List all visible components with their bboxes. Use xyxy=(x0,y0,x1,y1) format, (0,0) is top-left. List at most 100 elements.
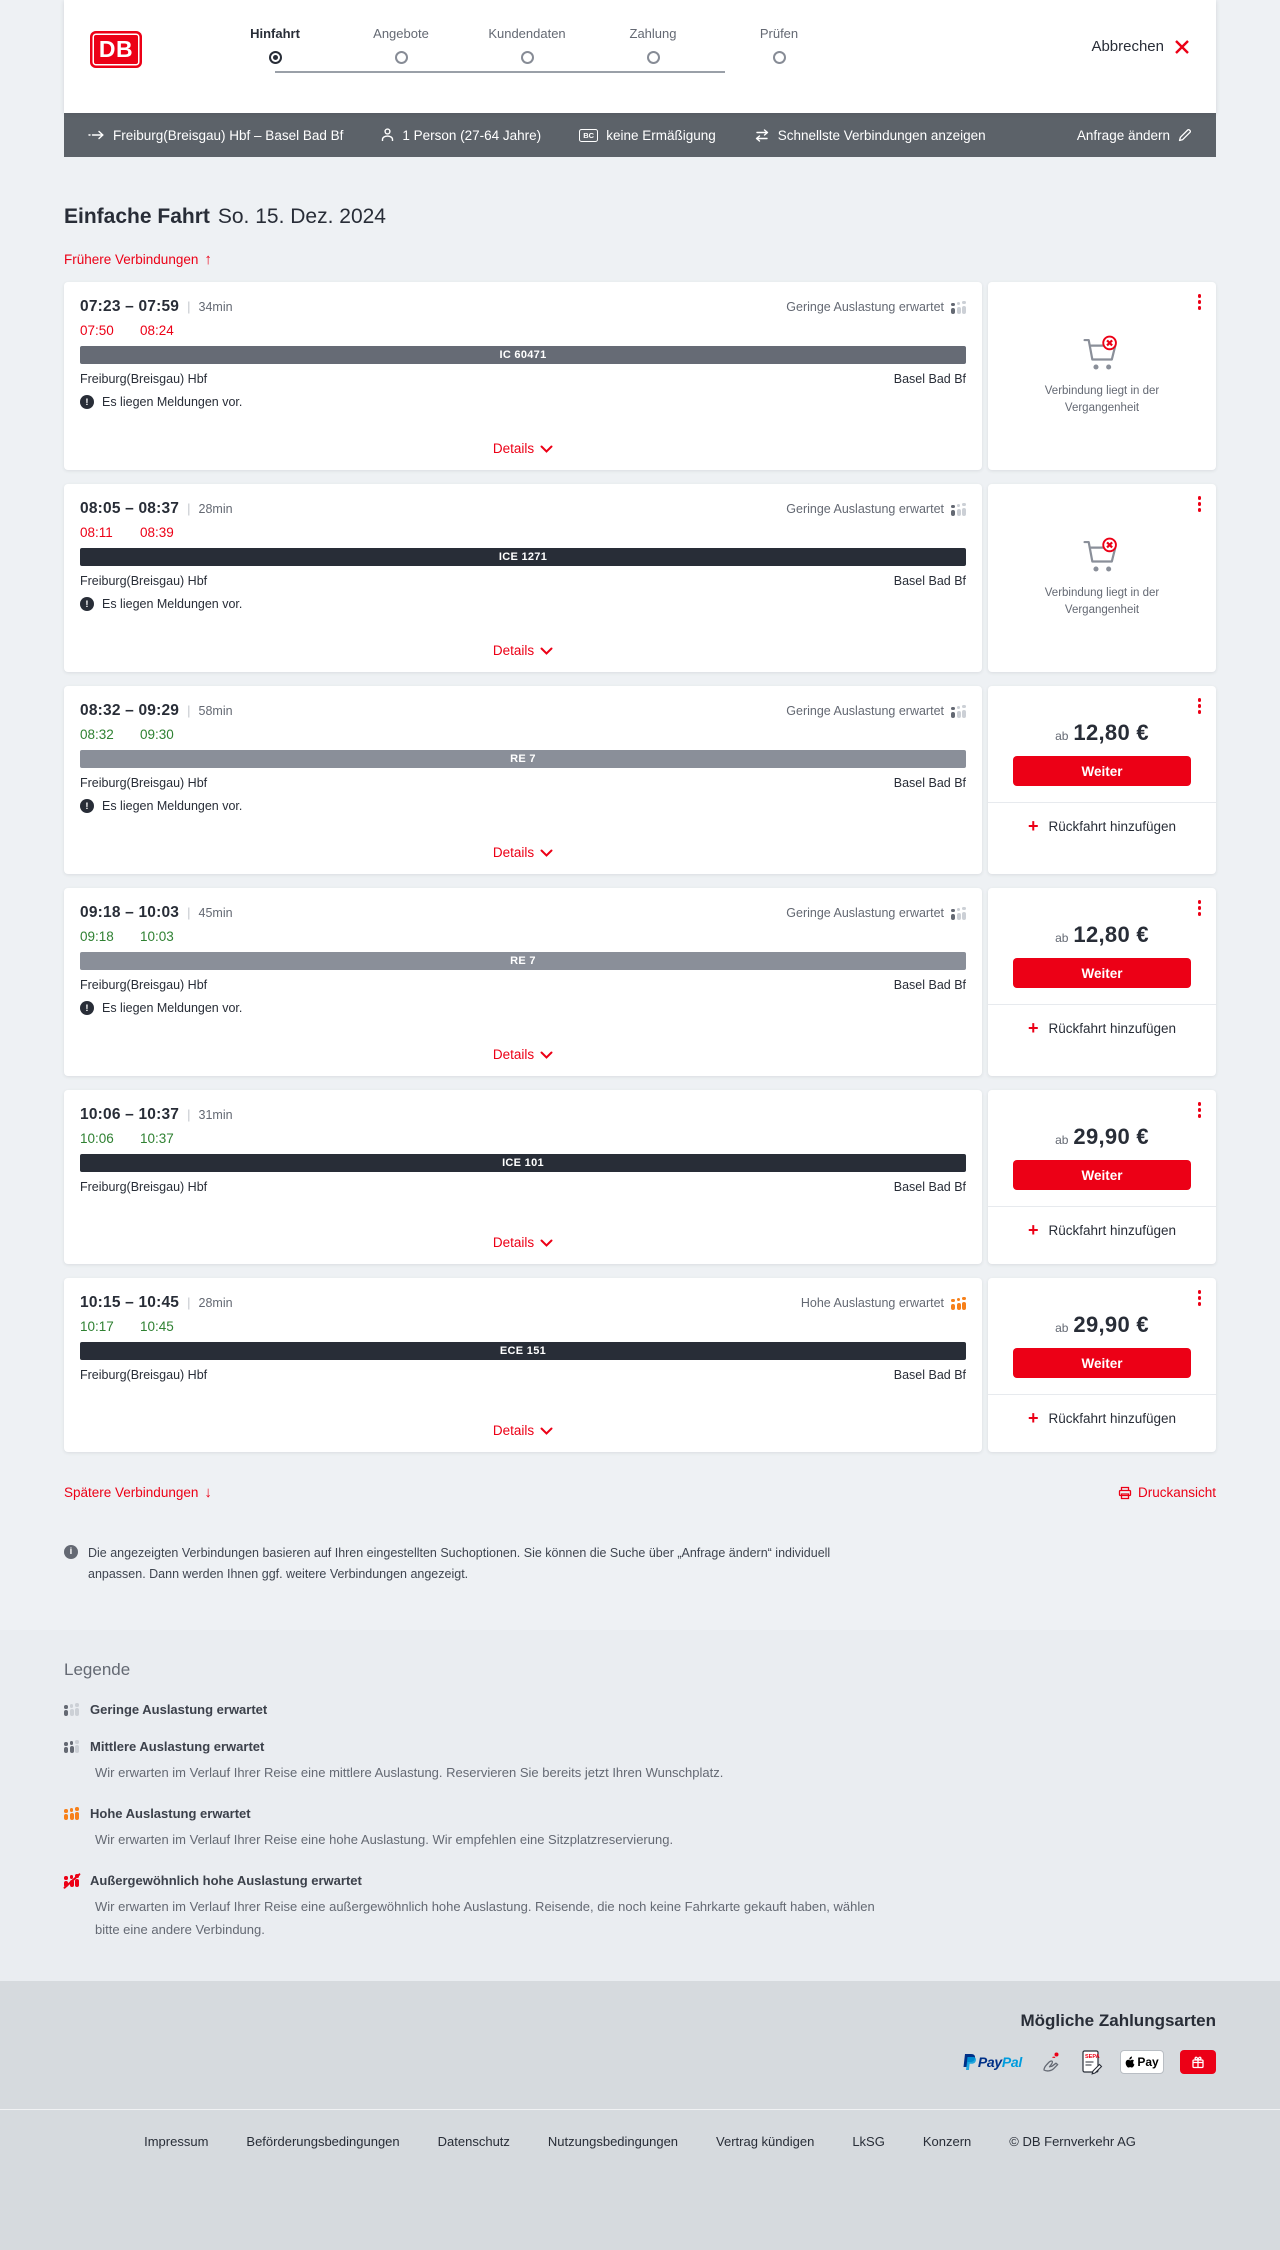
copyright: © DB Fernverkehr AG xyxy=(1009,2133,1136,2149)
info-icon: i xyxy=(64,1545,78,1559)
results-section: Einfache Fahrt So. 15. Dez. 2024 Frühere … xyxy=(0,157,1280,1584)
actual-times: 09:18 10:03 xyxy=(80,929,966,944)
footer-link[interactable]: LkSG xyxy=(852,2133,885,2149)
price-panel: ab 29,90 € Weiter + Rückfahrt hinzufügen xyxy=(988,1090,1216,1264)
connection-card[interactable]: 08:32 – 09:29 | 58min Geringe Auslastung… xyxy=(64,686,982,874)
plus-icon: + xyxy=(1027,1408,1039,1428)
arrow-down-icon: ↓ xyxy=(204,1484,212,1501)
kebab-menu-icon[interactable] xyxy=(1196,292,1204,312)
step-hinfahrt[interactable]: Hinfahrt xyxy=(212,26,338,69)
connection-card[interactable]: 08:05 – 08:37 | 28min Geringe Auslastung… xyxy=(64,484,982,672)
train-segment-bar[interactable]: ECE 151 xyxy=(80,1342,966,1360)
cart-unavailable-icon xyxy=(1083,537,1117,572)
connection-row: 09:18 – 10:03 | 45min Geringe Auslastung… xyxy=(64,888,1216,1076)
price-value: 29,90 € xyxy=(1073,1124,1149,1149)
connection-row: 10:06 – 10:37 | 31min 10:06 10:37 ICE 101… xyxy=(64,1090,1216,1264)
connection-card[interactable]: 09:18 – 10:03 | 45min Geringe Auslastung… xyxy=(64,888,982,1076)
step-prüfen[interactable]: Prüfen xyxy=(716,26,842,69)
connection-time: 09:18 – 10:03 xyxy=(80,904,180,921)
past-connection-label: Verbindung liegt in der Vergangenheit xyxy=(1044,385,1160,414)
step-dot xyxy=(268,51,282,64)
footer-links: Impressum Beförderungsbedingungen Datensch… xyxy=(64,2110,1216,2173)
sepa-icon: SEPA xyxy=(1080,2049,1104,2075)
footer-link[interactable]: Konzern xyxy=(922,2133,972,2149)
cancel-button[interactable]: Abbrechen xyxy=(1091,38,1190,55)
add-return-button[interactable]: + Rückfahrt hinzufügen xyxy=(1000,809,1204,837)
train-segment-bar[interactable]: RE 7 xyxy=(80,750,966,768)
price-line: ab 29,90 € xyxy=(1000,1124,1204,1150)
occupancy-high-icon xyxy=(951,1296,966,1310)
connection-card[interactable]: 07:23 – 07:59 | 34min Geringe Auslastung… xyxy=(64,282,982,470)
step-dot xyxy=(394,51,408,64)
step-dot xyxy=(520,51,534,64)
step-kundendaten[interactable]: Kundendaten xyxy=(464,26,590,69)
footer-link[interactable]: Vertrag kündigen xyxy=(716,2133,815,2149)
actual-arrival: 09:30 xyxy=(140,727,174,742)
kebab-menu-icon[interactable] xyxy=(1196,1100,1204,1120)
continue-button[interactable]: Weiter xyxy=(1013,958,1191,988)
arrow-up-icon: ↑ xyxy=(204,251,212,268)
train-segment-bar[interactable]: ICE 101 xyxy=(80,1154,966,1172)
giftcard-payment-icon xyxy=(1180,2049,1216,2074)
occupancy-label: Geringe Auslastung erwartet xyxy=(786,704,966,718)
legend-section: Legende Geringe Auslastung erwartet Mitt… xyxy=(0,1630,1280,1981)
kebab-menu-icon[interactable] xyxy=(1196,494,1204,514)
step-zahlung[interactable]: Zahlung xyxy=(590,26,716,69)
details-button[interactable]: Details xyxy=(489,435,557,460)
actual-departure: 07:50 xyxy=(80,323,114,338)
kebab-menu-icon[interactable] xyxy=(1196,696,1204,716)
details-button[interactable]: Details xyxy=(489,1417,557,1442)
chevron-down-icon xyxy=(540,1239,553,1247)
footer-link[interactable]: Datenschutz xyxy=(437,2133,510,2149)
departure-station: Freiburg(Breisgau) Hbf xyxy=(80,1180,208,1194)
legend-description: Wir erwarten im Verlauf Ihrer Reise eine… xyxy=(95,1832,674,1848)
price-panel: ab 29,90 € Weiter + Rückfahrt hinzufügen xyxy=(988,1278,1216,1452)
footer-link[interactable]: Impressum xyxy=(144,2133,209,2149)
modify-search-button[interactable]: Anfrage ändern xyxy=(1077,128,1192,143)
pencil-icon xyxy=(1178,129,1192,142)
print-view-link[interactable]: Druckansicht xyxy=(1118,1485,1216,1500)
price-value: 29,90 € xyxy=(1073,1312,1149,1337)
stepper: Hinfahrt Angebote Kundendaten Zahlung Pr… xyxy=(212,26,852,88)
arrival-station: Basel Bad Bf xyxy=(893,574,966,588)
continue-button[interactable]: Weiter xyxy=(1013,1160,1191,1190)
footer-link[interactable]: Nutzungsbedingungen xyxy=(547,2133,679,2149)
details-button[interactable]: Details xyxy=(489,637,557,662)
later-connections-link[interactable]: Spätere Verbindungen ↓ xyxy=(64,1484,212,1501)
continue-button[interactable]: Weiter xyxy=(1013,756,1191,786)
footer-link[interactable]: Beförderungsbedingungen xyxy=(246,2133,400,2149)
legend-item: Hohe Auslastung erwartet Wir erwarten im… xyxy=(64,1806,1216,1851)
fastest-connections-toggle[interactable]: Schnellste Verbindungen anzeigen xyxy=(754,128,986,143)
occupancy-label: Geringe Auslastung erwartet xyxy=(786,300,966,314)
add-return-button[interactable]: + Rückfahrt hinzufügen xyxy=(1000,1401,1204,1429)
actual-times: 08:11 08:39 xyxy=(80,525,966,540)
earlier-connections-link[interactable]: Frühere Verbindungen ↑ xyxy=(64,251,212,268)
legend-description: Wir erwarten im Verlauf Ihrer Reise eine… xyxy=(95,1765,724,1781)
train-segment-bar[interactable]: RE 7 xyxy=(80,952,966,970)
details-button[interactable]: Details xyxy=(489,839,557,864)
train-segment-bar[interactable]: ICE 1271 xyxy=(80,548,966,566)
details-button[interactable]: Details xyxy=(489,1229,557,1254)
kebab-menu-icon[interactable] xyxy=(1196,1288,1204,1308)
details-button[interactable]: Details xyxy=(489,1041,557,1066)
occupancy-label: Hohe Auslastung erwartet xyxy=(801,1296,966,1310)
route-icon xyxy=(88,130,104,140)
stepper-track xyxy=(275,71,725,73)
step-angebote[interactable]: Angebote xyxy=(338,26,464,69)
arrival-station: Basel Bad Bf xyxy=(893,1368,966,1382)
train-segment-bar[interactable]: IC 60471 xyxy=(80,346,966,364)
step-dot xyxy=(646,51,660,64)
continue-button[interactable]: Weiter xyxy=(1013,1348,1191,1378)
actual-arrival: 08:24 xyxy=(140,323,174,338)
legend-item: Geringe Auslastung erwartet xyxy=(64,1702,1216,1717)
connection-time: 10:06 – 10:37 xyxy=(80,1106,180,1123)
departure-station: Freiburg(Breisgau) Hbf xyxy=(80,776,208,790)
add-return-button[interactable]: + Rückfahrt hinzufügen xyxy=(1000,1011,1204,1039)
connection-card[interactable]: 10:15 – 10:45 | 28min Hohe Auslastung er… xyxy=(64,1278,982,1452)
connection-card[interactable]: 10:06 – 10:37 | 31min 10:06 10:37 ICE 101… xyxy=(64,1090,982,1264)
plus-icon: + xyxy=(1027,816,1039,836)
connection-row: 08:05 – 08:37 | 28min Geringe Auslastung… xyxy=(64,484,1216,672)
add-return-button[interactable]: + Rückfahrt hinzufügen xyxy=(1000,1213,1204,1241)
apple-pay-icon: Pay xyxy=(1120,2049,1164,2074)
kebab-menu-icon[interactable] xyxy=(1196,898,1204,918)
